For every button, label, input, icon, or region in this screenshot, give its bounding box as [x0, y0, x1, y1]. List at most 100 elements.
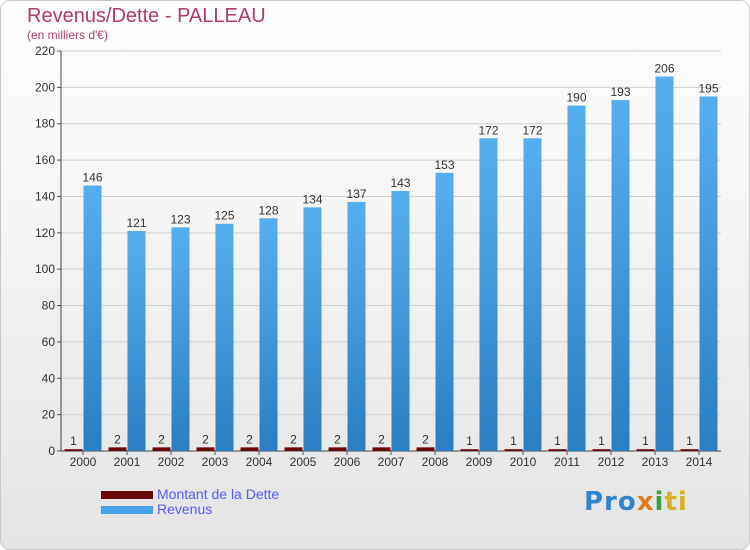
- bar-revenue: [655, 76, 674, 452]
- data-label-debt: 2: [334, 432, 341, 446]
- logo-text-4: ti: [664, 487, 688, 517]
- legend-swatch-debt: [101, 491, 153, 499]
- bar-debt: [64, 449, 83, 451]
- y-tick-label: 40: [42, 371, 56, 385]
- data-label-revenue: 128: [258, 203, 278, 217]
- x-tick-label: 2009: [466, 455, 493, 469]
- chart-subtitle: (en milliers d'€): [27, 28, 108, 42]
- bar-debt: [196, 447, 215, 451]
- data-label-revenue: 172: [522, 123, 542, 137]
- x-tick-label: 2000: [70, 455, 97, 469]
- data-label-debt: 2: [422, 432, 429, 446]
- data-label-revenue: 123: [170, 212, 190, 226]
- x-tick-label: 2011: [554, 455, 580, 469]
- data-label-revenue: 195: [698, 81, 718, 95]
- y-tick-label: 160: [35, 153, 55, 167]
- data-label-debt: 1: [598, 434, 605, 448]
- data-label-debt: 2: [114, 432, 121, 446]
- x-tick-label: 2001: [114, 455, 141, 469]
- chart-title: Revenus/Dette - PALLEAU: [27, 5, 266, 27]
- legend-label-debt: Montant de la Dette: [157, 486, 280, 502]
- x-tick-label: 2013: [642, 455, 669, 469]
- bar-revenue: [479, 138, 498, 452]
- x-tick-label: 2002: [158, 455, 185, 469]
- data-label-revenue: 121: [126, 216, 146, 230]
- y-tick-label: 120: [35, 226, 55, 240]
- y-tick-label: 200: [35, 80, 55, 94]
- data-label-debt: 1: [642, 434, 649, 448]
- y-tick-label: 80: [42, 299, 56, 313]
- x-tick-label: 2004: [246, 455, 273, 469]
- legend-label-revenue: Revenus: [157, 501, 213, 517]
- data-label-revenue: 143: [390, 176, 410, 190]
- bar-revenue: [171, 227, 190, 451]
- bars: [64, 76, 718, 452]
- bar-debt: [636, 449, 655, 451]
- bar-revenue: [83, 185, 102, 451]
- bar-revenue: [435, 172, 454, 451]
- data-label-debt: 1: [70, 434, 77, 448]
- y-tick-label: 20: [42, 408, 56, 422]
- data-label-revenue: 206: [654, 61, 674, 75]
- x-tick-label: 2007: [378, 455, 405, 469]
- bar-debt: [592, 449, 611, 451]
- data-label-debt: 2: [290, 432, 297, 446]
- data-label-revenue: 146: [82, 171, 102, 185]
- bar-debt: [372, 447, 391, 451]
- legend-swatch-revenue: [101, 506, 153, 514]
- data-label-debt: 1: [510, 434, 517, 448]
- bar-revenue: [391, 191, 410, 451]
- bar-debt: [108, 447, 127, 451]
- x-tick-label: 2010: [510, 455, 537, 469]
- x-tick-label: 2006: [334, 455, 361, 469]
- logo-text-3: i: [654, 487, 665, 517]
- y-tick-label: 0: [48, 444, 55, 458]
- data-label-revenue: 137: [346, 187, 366, 201]
- bar-revenue: [127, 231, 146, 451]
- bar-debt: [328, 447, 347, 451]
- data-label-debt: 2: [202, 432, 209, 446]
- x-tick-label: 2012: [598, 455, 625, 469]
- data-label-debt: 1: [554, 434, 561, 448]
- bar-debt: [548, 449, 567, 451]
- x-tick-label: 2008: [422, 455, 449, 469]
- grid: [57, 50, 721, 455]
- bar-revenue: [567, 105, 586, 451]
- data-label-revenue: 134: [302, 192, 322, 206]
- bar-debt: [504, 449, 523, 451]
- x-tick-label: 2014: [686, 455, 713, 469]
- data-label-revenue: 172: [478, 123, 498, 137]
- proxiti-logo: Proxiti: [584, 487, 688, 517]
- y-tick-label: 140: [35, 189, 55, 203]
- bar-debt: [416, 447, 435, 451]
- x-tick-label: 2003: [202, 455, 229, 469]
- logo-text-2: x: [636, 487, 655, 517]
- y-tick-label: 100: [35, 262, 55, 276]
- y-tick-label: 60: [42, 335, 56, 349]
- data-label-debt: 1: [686, 434, 693, 448]
- bar-debt: [284, 447, 303, 451]
- bar-revenue: [523, 138, 542, 452]
- bar-debt: [680, 449, 699, 451]
- logo-text-1: Pro: [584, 487, 637, 517]
- bar-revenue: [215, 223, 234, 451]
- data-label-debt: 1: [466, 434, 473, 448]
- bar-revenue: [259, 218, 278, 451]
- bar-debt: [460, 449, 479, 451]
- y-tick-label: 220: [35, 44, 55, 58]
- labels: 0 20 40 60 80 100 120 140 160 180 200 220 2000 146 1 20…: [35, 44, 719, 469]
- data-label-debt: 2: [246, 432, 253, 446]
- bar-revenue: [347, 201, 366, 451]
- data-label-debt: 2: [378, 432, 385, 446]
- bar-revenue: [699, 96, 718, 452]
- bar-revenue: [611, 100, 630, 451]
- bar-debt: [240, 447, 259, 451]
- data-label-revenue: 125: [214, 209, 234, 223]
- data-label-revenue: 190: [566, 91, 586, 105]
- bar-debt: [152, 447, 171, 451]
- data-label-revenue: 193: [610, 85, 630, 99]
- bar-revenue: [303, 207, 322, 451]
- data-label-revenue: 153: [434, 158, 454, 172]
